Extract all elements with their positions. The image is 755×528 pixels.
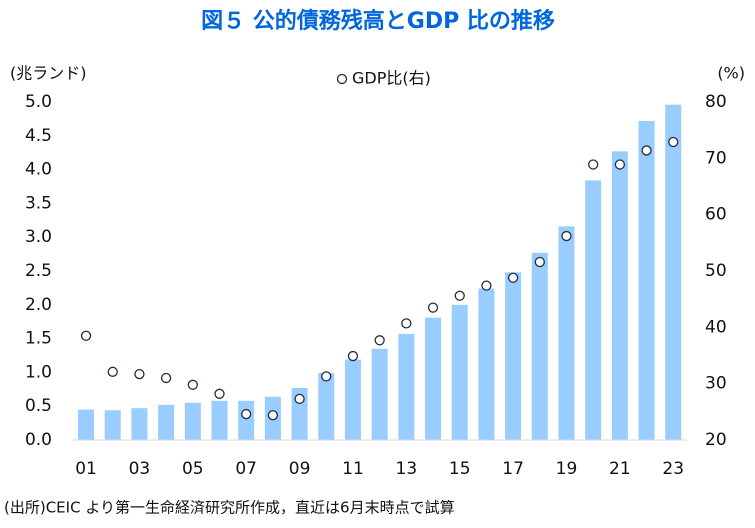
marker	[241, 408, 252, 420]
y2-tick-label: 80	[705, 92, 727, 112]
y2-tick-label: 30	[705, 374, 727, 394]
y-tick-label: 0.0	[25, 430, 52, 450]
marker	[214, 388, 225, 399]
bar	[425, 317, 442, 440]
bar	[371, 348, 388, 440]
bar	[131, 408, 148, 440]
bar	[158, 404, 175, 440]
bar	[478, 288, 495, 440]
y-tick-label: 4.0	[25, 160, 52, 180]
marker	[294, 393, 305, 405]
y-axis-label: (兆ランド)	[10, 64, 87, 83]
marker	[107, 366, 118, 377]
marker	[347, 350, 359, 362]
chart-title: 図５ 公的債務残高とGDP 比の推移	[201, 8, 555, 34]
source-note: (出所)CEIC より第一生命経済研究所作成，直近は6月末時点で試算	[4, 499, 455, 517]
marker	[187, 379, 198, 390]
y-tick-label: 5.0	[25, 92, 52, 112]
y-tick-label: 3.0	[25, 227, 52, 247]
x-tick-label: 13	[396, 459, 418, 479]
y2-tick-label: 50	[705, 261, 727, 281]
bar	[531, 252, 548, 440]
y-tick-label: 2.5	[25, 261, 52, 281]
x-tick-label: 19	[556, 459, 578, 479]
bar	[78, 409, 95, 440]
y2-tick-label: 70	[705, 148, 727, 168]
marker	[80, 330, 92, 341]
x-tick-label: 21	[609, 459, 631, 479]
x-tick-label: 11	[342, 459, 364, 479]
legend-label: GDP比(右)	[352, 69, 431, 88]
marker	[588, 159, 599, 170]
marker	[267, 410, 279, 421]
x-tick-label: 17	[502, 459, 524, 479]
bar	[398, 333, 415, 440]
marker	[641, 145, 652, 156]
y2-tick-label: 20	[705, 430, 727, 450]
x-tick-label: 05	[182, 459, 204, 479]
y-tick-label: 2.0	[25, 295, 52, 315]
bar	[184, 402, 201, 440]
y-tick-label: 4.5	[25, 126, 52, 146]
bar	[558, 226, 575, 440]
y2-axis-label: (%)	[717, 64, 745, 83]
marker	[374, 335, 385, 346]
bar	[238, 400, 255, 440]
x-tick-label: 15	[449, 459, 471, 479]
x-tick-label: 09	[289, 459, 311, 479]
marker	[401, 318, 412, 329]
bar	[451, 304, 468, 440]
x-tick-label: 01	[75, 459, 97, 479]
bar	[211, 400, 228, 440]
y-tick-label: 1.5	[25, 329, 52, 349]
y-tick-label: 0.5	[25, 396, 52, 416]
x-tick-label: 03	[129, 459, 151, 479]
y2-tick-label: 60	[705, 205, 727, 225]
marker	[481, 280, 492, 291]
marker	[561, 230, 572, 242]
marker	[321, 371, 332, 382]
marker	[668, 136, 679, 148]
bar	[611, 151, 628, 440]
marker	[454, 290, 465, 301]
y-tick-label: 1.0	[25, 362, 52, 382]
marker	[160, 372, 172, 384]
x-tick-label: 23	[662, 459, 684, 479]
bar	[505, 272, 522, 440]
y2-tick-label: 40	[705, 317, 727, 337]
bar	[585, 180, 602, 440]
marker	[134, 368, 145, 380]
bar	[318, 373, 335, 440]
bar	[344, 359, 361, 440]
marker	[614, 159, 626, 170]
bar	[665, 104, 682, 440]
bar	[638, 120, 655, 440]
y-tick-label: 3.5	[25, 193, 52, 213]
bar	[104, 410, 121, 440]
legend-marker	[336, 73, 348, 85]
x-tick-label: 07	[235, 459, 257, 479]
marker	[427, 302, 439, 313]
marker	[507, 272, 519, 283]
marker	[534, 256, 545, 268]
